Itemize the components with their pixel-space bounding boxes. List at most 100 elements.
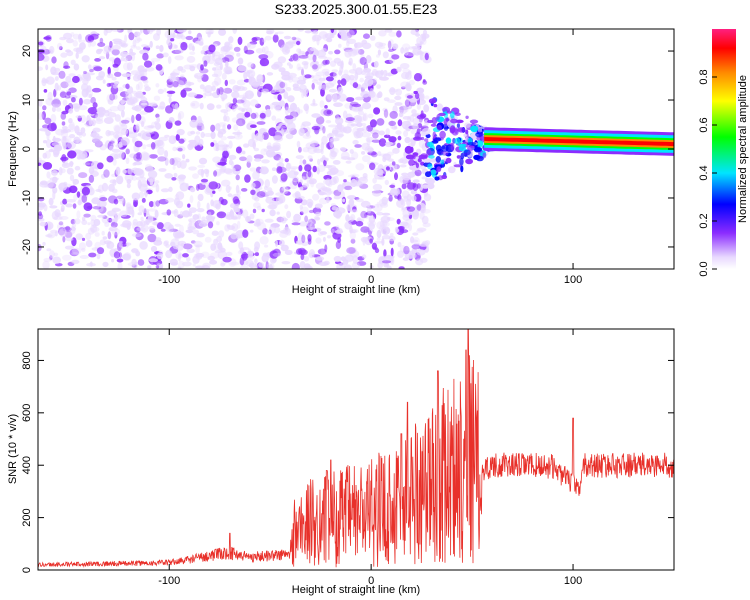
spectrogram-cell bbox=[107, 112, 117, 118]
spectrogram-cell bbox=[247, 250, 254, 258]
spectrogram-cell bbox=[63, 65, 71, 69]
spectrogram-cell bbox=[90, 214, 97, 222]
spectrogram-cell bbox=[283, 226, 290, 235]
spectrogram-cell bbox=[180, 41, 188, 51]
spectrogram-cell bbox=[140, 216, 144, 221]
spectrogram-cell bbox=[237, 250, 245, 255]
snr-ytick-label: 600 bbox=[21, 404, 33, 422]
spectrogram-cell bbox=[317, 55, 327, 59]
spectrogram-cell bbox=[239, 265, 249, 269]
spectrogram-cell bbox=[235, 184, 240, 194]
spectrogram-cell bbox=[61, 162, 71, 168]
spectrogram-cell bbox=[456, 155, 461, 159]
spectrogram-cell bbox=[346, 40, 350, 47]
spectrogram-cell bbox=[232, 196, 240, 205]
spectrogram-cell bbox=[143, 60, 153, 68]
spectrogram-cell bbox=[177, 266, 182, 269]
spectrogram-cell bbox=[104, 29, 113, 34]
spectrogram-cell bbox=[329, 150, 337, 160]
spectrogram-cell bbox=[317, 158, 321, 166]
spectrogram-cell bbox=[213, 170, 218, 177]
spectrogram-cell bbox=[311, 30, 316, 35]
spectrogram-cell bbox=[242, 229, 249, 238]
spectrogram-cell bbox=[327, 124, 338, 128]
spectrogram-cell bbox=[142, 152, 151, 161]
spectrogram-cell bbox=[271, 115, 277, 121]
spectrogram-cell bbox=[404, 99, 411, 107]
spectrogram-cell bbox=[307, 54, 317, 61]
spectrogram-cell bbox=[115, 166, 121, 176]
spectrogram-cell bbox=[211, 80, 219, 87]
spectrogram-cell bbox=[110, 29, 121, 32]
spectrogram-cell bbox=[90, 224, 98, 234]
spectrogram-cell bbox=[122, 169, 127, 174]
spectrogram-cell bbox=[333, 175, 339, 184]
spectrogram-cell bbox=[318, 261, 329, 266]
spectrogram-cell bbox=[256, 191, 266, 198]
spectrogram-cell bbox=[124, 173, 134, 182]
spectrogram-cell bbox=[259, 236, 269, 245]
spectrogram-cell bbox=[252, 171, 260, 180]
spectrogram-cell bbox=[185, 158, 190, 163]
spectrogram-cell bbox=[81, 194, 88, 203]
spectrogram-cell bbox=[72, 247, 82, 255]
spectrogram-cell bbox=[284, 42, 294, 49]
spectrogram-cell bbox=[406, 95, 413, 99]
spectrogram-cell bbox=[413, 242, 421, 247]
spectrogram-cell bbox=[146, 29, 156, 32]
spectrogram-cell bbox=[95, 114, 104, 122]
spectrogram-cell bbox=[378, 30, 387, 37]
spectrogram-cell bbox=[362, 102, 372, 110]
spectrogram-cell bbox=[376, 118, 385, 126]
spectrogram-cell bbox=[355, 96, 364, 101]
spectrogram-cell bbox=[78, 97, 83, 106]
spectrogram-cell bbox=[296, 140, 301, 148]
spectrogram-cell bbox=[335, 225, 340, 230]
spectrogram-cell bbox=[177, 66, 184, 71]
spectrogram-cell bbox=[448, 166, 456, 174]
spectrogram-cell bbox=[360, 91, 370, 98]
spectrogram-cell bbox=[378, 42, 387, 47]
spectrogram-cell bbox=[404, 136, 411, 144]
spectrogram-cell bbox=[381, 235, 391, 240]
spectrogram-cell bbox=[281, 129, 289, 134]
spectrogram-cell bbox=[48, 149, 55, 153]
spectrogram-cell bbox=[59, 46, 63, 51]
spectrogram-cell bbox=[366, 206, 372, 214]
spectrogram-cell bbox=[258, 128, 268, 134]
colorbar: 0.0 0.2 0.4 0.6 0.8 Normalized spectral ampl… bbox=[698, 29, 749, 277]
spectrogram-cell bbox=[153, 200, 157, 208]
spectrogram-cell bbox=[311, 34, 317, 43]
spectrogram-cell bbox=[68, 118, 73, 124]
spectrogram-cell bbox=[159, 264, 163, 269]
spectrogram-cell bbox=[220, 198, 228, 206]
spectrogram-cell bbox=[310, 61, 318, 68]
spectrogram-cell bbox=[349, 107, 357, 111]
spectrogram-cell bbox=[231, 91, 240, 99]
spectrogram-cell bbox=[88, 252, 97, 258]
spectrogram-cell bbox=[250, 124, 257, 128]
spectrogram-cell bbox=[403, 245, 410, 255]
spectrogram-cell bbox=[44, 184, 50, 188]
spectrogram-cell bbox=[368, 222, 375, 230]
spectrogram-cell bbox=[400, 47, 405, 54]
spectrogram-cell bbox=[133, 201, 138, 208]
spectrogram-cell bbox=[148, 201, 154, 208]
spectrogram-cell bbox=[399, 164, 407, 168]
spectrogram-cell bbox=[125, 157, 130, 164]
spectrogram-cell bbox=[106, 155, 114, 163]
spectrogram-cell bbox=[325, 76, 334, 82]
spectrogram-cell bbox=[370, 95, 379, 103]
spectrogram-cell bbox=[411, 155, 416, 160]
spectrogram-cell bbox=[228, 103, 238, 109]
spectrogram-cell bbox=[99, 144, 107, 151]
spectrogram-cell bbox=[187, 203, 191, 208]
spectrogram-cell bbox=[188, 64, 199, 69]
spectrogram-cell bbox=[394, 102, 403, 106]
spectrogram-cell bbox=[305, 142, 315, 150]
spectrogram-cell bbox=[147, 170, 158, 179]
spectrogram-cell bbox=[46, 248, 52, 252]
spectrogram-cell bbox=[226, 251, 233, 256]
snr-ytick-label: 0 bbox=[21, 567, 33, 573]
spectrogram-cell bbox=[54, 209, 61, 217]
